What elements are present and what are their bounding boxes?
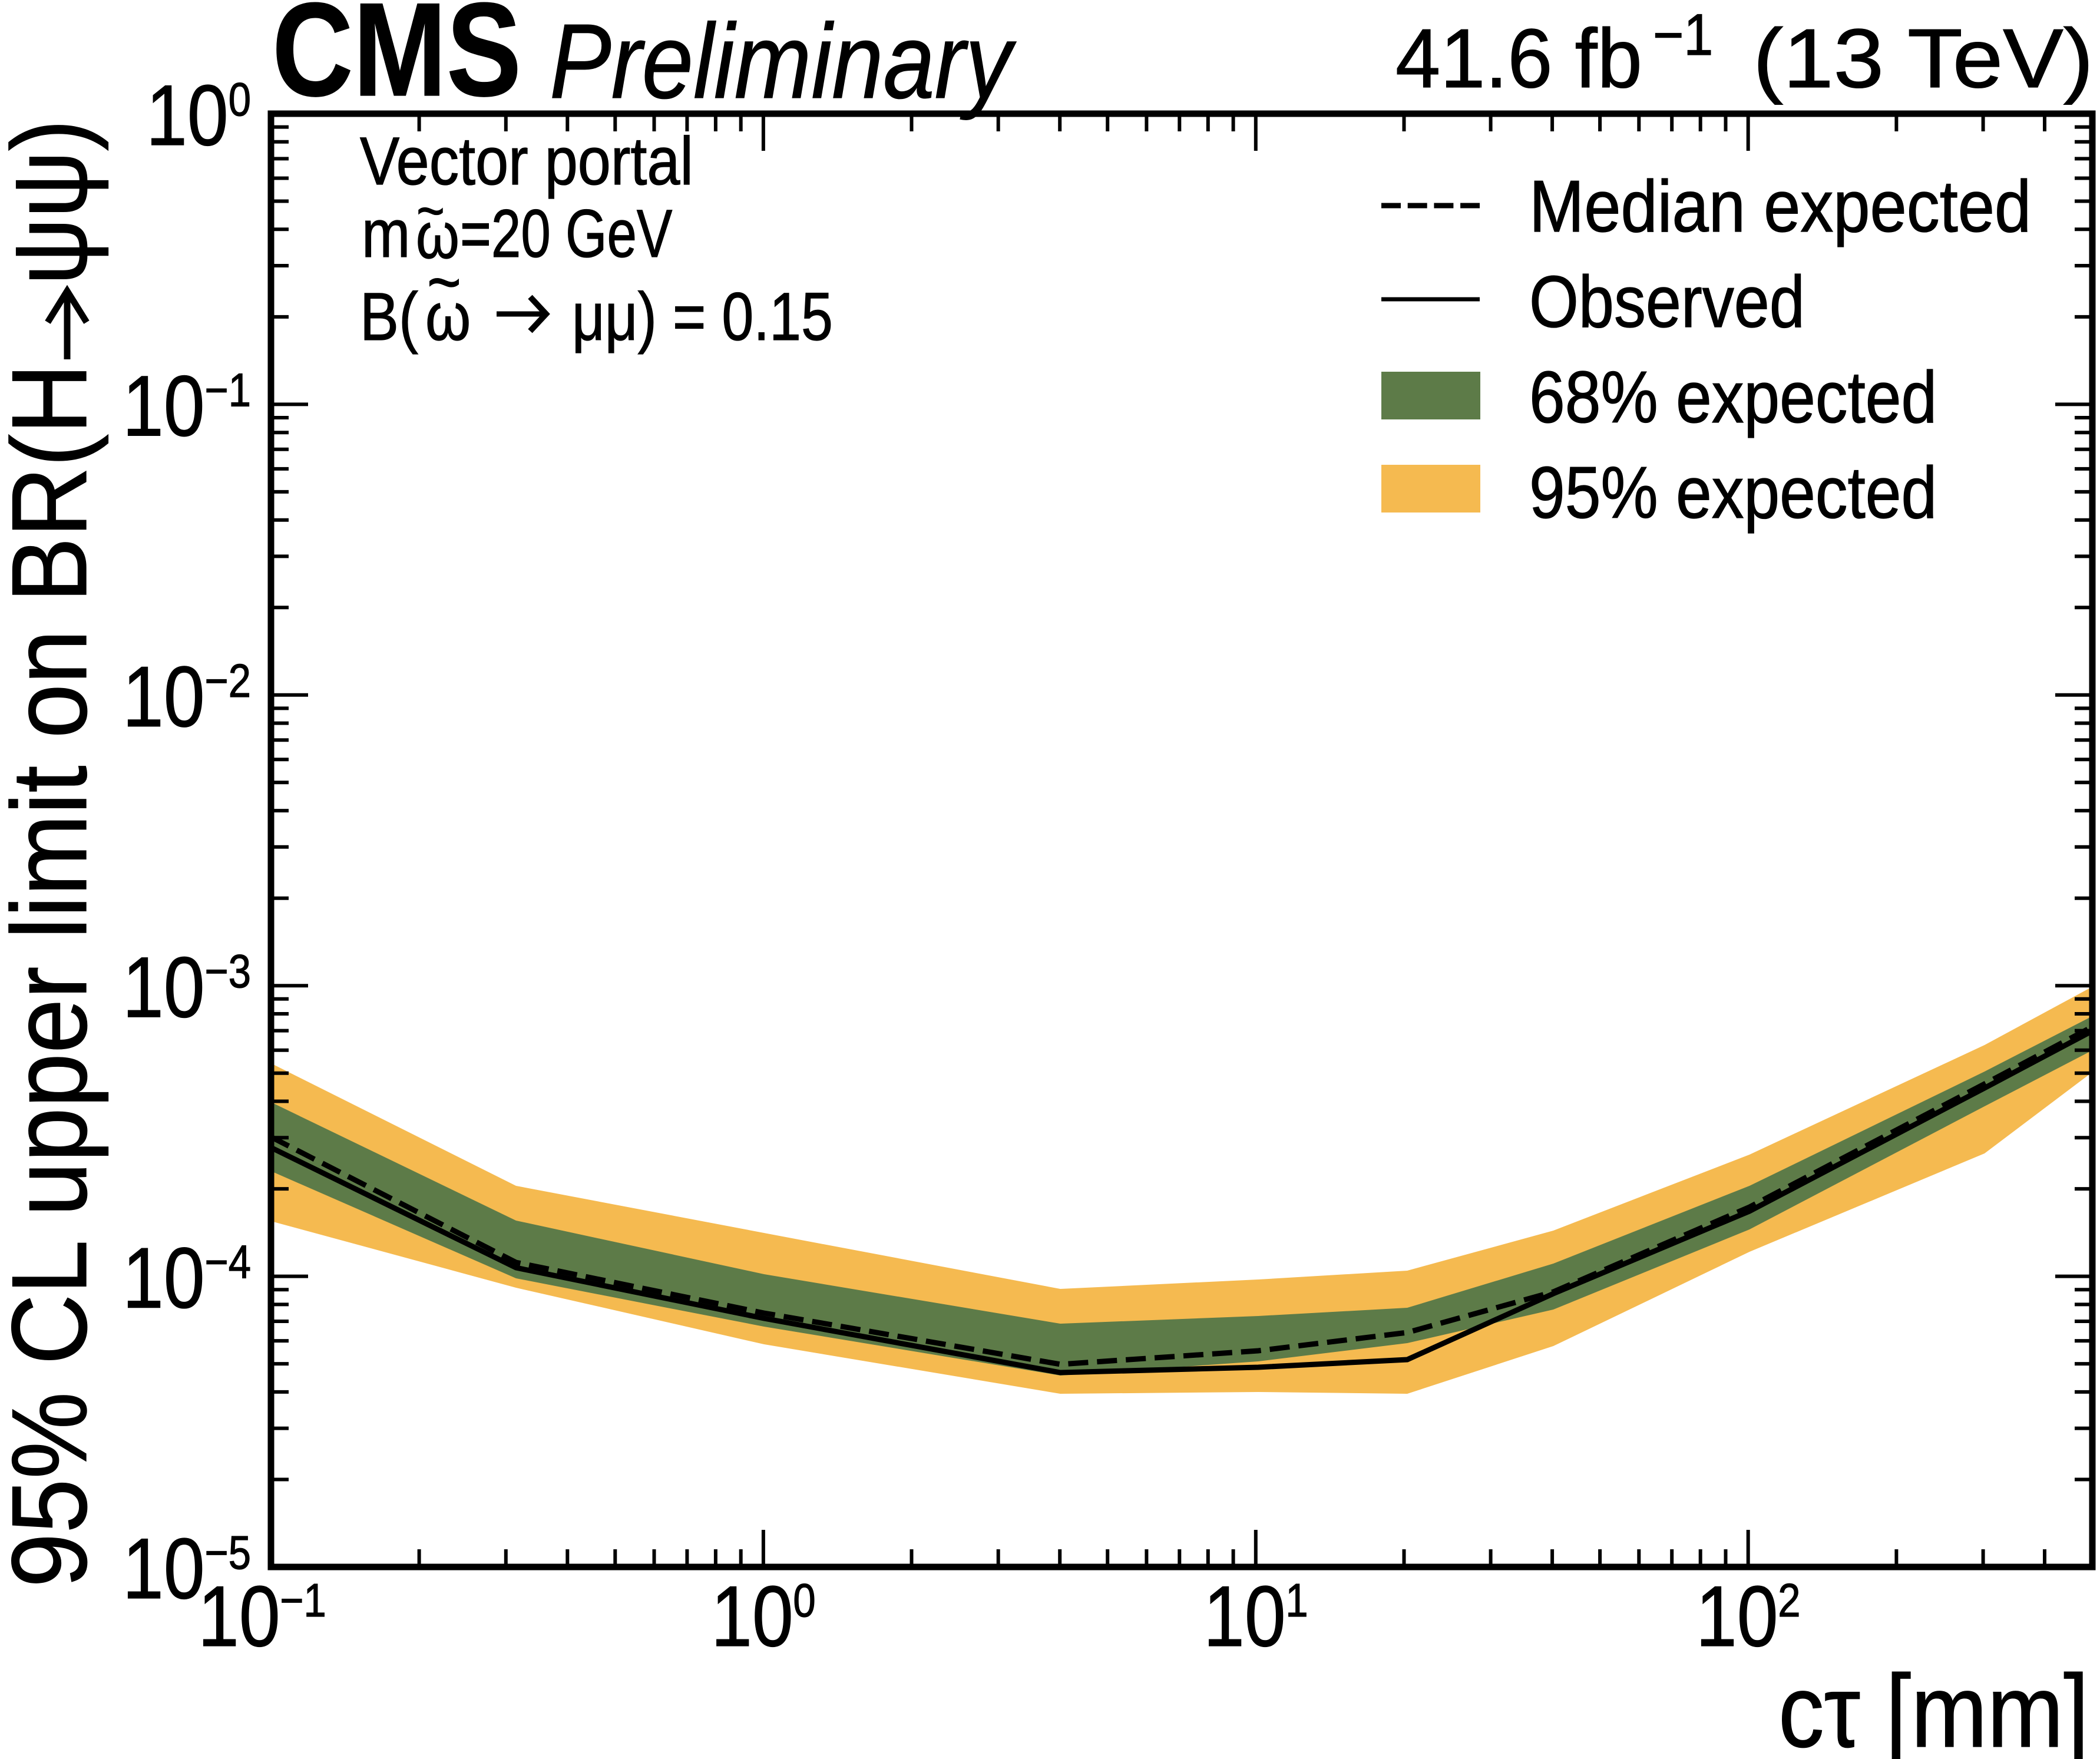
svg-text:−1: −1 bbox=[205, 363, 251, 416]
svg-text:cτ [mm]: cτ [mm] bbox=[1778, 1653, 2089, 1759]
svg-text:Vector portal: Vector portal bbox=[360, 123, 693, 199]
svg-text:0: 0 bbox=[793, 1573, 815, 1626]
svg-text:−2: −2 bbox=[205, 654, 251, 707]
svg-text:68% expected: 68% expected bbox=[1529, 356, 1937, 438]
svg-text:10: 10 bbox=[123, 939, 205, 1035]
svg-text:Preliminary: Preliminary bbox=[550, 2, 1017, 121]
svg-text:0: 0 bbox=[229, 72, 251, 125]
svg-text:10: 10 bbox=[146, 67, 229, 163]
svg-text:−4: −4 bbox=[205, 1235, 251, 1288]
svg-text:95% expected: 95% expected bbox=[1529, 451, 1937, 533]
svg-text:2: 2 bbox=[1778, 1573, 1800, 1626]
svg-text:Observed: Observed bbox=[1529, 260, 1805, 342]
svg-text:10: 10 bbox=[1696, 1568, 1778, 1664]
svg-text:10: 10 bbox=[198, 1568, 280, 1664]
svg-text:B(: B( bbox=[360, 279, 418, 355]
svg-text:1: 1 bbox=[1285, 1573, 1308, 1626]
svg-text:−3: −3 bbox=[205, 944, 251, 997]
svg-text:(13 TeV): (13 TeV) bbox=[1753, 12, 2094, 105]
svg-text:10: 10 bbox=[123, 1520, 205, 1616]
svg-text:41.6 fb: 41.6 fb bbox=[1395, 12, 1642, 105]
svg-text:10: 10 bbox=[123, 649, 205, 745]
svg-text:μμ) = 0.15: μμ) = 0.15 bbox=[572, 279, 833, 355]
svg-text:10: 10 bbox=[1203, 1568, 1286, 1664]
svg-text:10: 10 bbox=[123, 358, 205, 454]
svg-text:10: 10 bbox=[711, 1568, 793, 1664]
svg-text:−1: −1 bbox=[1653, 2, 1713, 68]
svg-text:10: 10 bbox=[123, 1230, 205, 1326]
svg-text:ω: ω bbox=[425, 279, 471, 355]
svg-text:~: ~ bbox=[416, 179, 445, 242]
svg-text:−1: −1 bbox=[280, 1573, 326, 1626]
svg-text:ω: ω bbox=[416, 199, 459, 272]
svg-text:~: ~ bbox=[427, 244, 461, 320]
svg-text:=20 GeV: =20 GeV bbox=[460, 196, 673, 272]
svg-text:m: m bbox=[362, 196, 410, 272]
svg-text:−5: −5 bbox=[205, 1526, 251, 1579]
svg-text:95% CL upper limit on BR(H: 95% CL upper limit on BR(H bbox=[0, 363, 109, 1588]
svg-text:CMS: CMS bbox=[272, 0, 521, 124]
svg-text:Median expected: Median expected bbox=[1529, 165, 2031, 247]
svg-text:ψψ): ψψ) bbox=[0, 120, 109, 285]
